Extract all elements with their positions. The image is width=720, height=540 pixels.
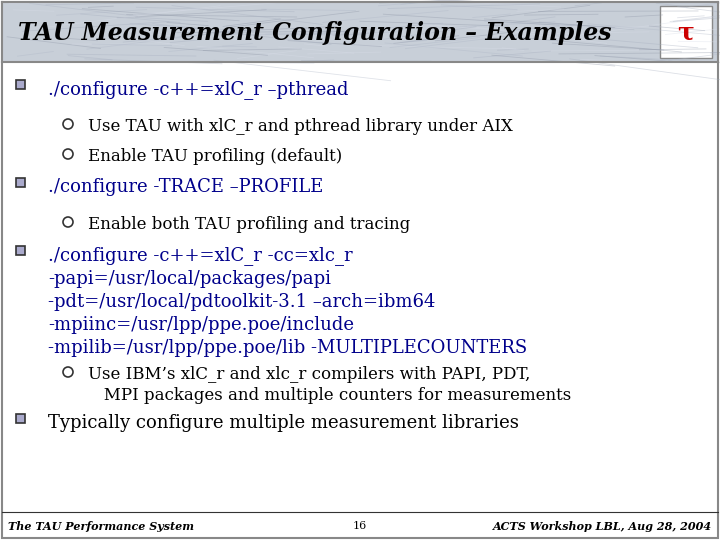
Text: ./configure -TRACE –PROFILE: ./configure -TRACE –PROFILE: [48, 178, 323, 196]
Text: ./configure -c++=xlC_r -cc=xlc_r
-papi=/usr/local/packages/papi
-pdt=/usr/local/: ./configure -c++=xlC_r -cc=xlc_r -papi=/…: [48, 246, 527, 356]
Text: τ: τ: [678, 20, 694, 44]
Bar: [16, 414, 24, 422]
Bar: [660, 6, 712, 58]
Text: Typically configure multiple measurement libraries: Typically configure multiple measurement…: [48, 414, 519, 432]
Text: Enable both TAU profiling and tracing: Enable both TAU profiling and tracing: [88, 216, 410, 233]
Text: Enable TAU profiling (default): Enable TAU profiling (default): [88, 148, 342, 165]
Bar: [16, 79, 24, 89]
Text: Use IBM’s xlC_r and xlc_r compilers with PAPI, PDT,
   MPI packages and multiple: Use IBM’s xlC_r and xlc_r compilers with…: [88, 366, 571, 404]
Bar: [16, 246, 24, 254]
Text: 16: 16: [353, 521, 367, 531]
Text: ./configure -c++=xlC_r –pthread: ./configure -c++=xlC_r –pthread: [48, 80, 348, 99]
Text: TAU Measurement Configuration – Examples: TAU Measurement Configuration – Examples: [18, 21, 611, 45]
Text: The TAU Performance System: The TAU Performance System: [8, 521, 194, 531]
Bar: [16, 178, 24, 186]
Text: Use TAU with xlC_r and pthread library under AIX: Use TAU with xlC_r and pthread library u…: [88, 118, 513, 135]
Text: ACTS Workshop LBL, Aug 28, 2004: ACTS Workshop LBL, Aug 28, 2004: [493, 521, 712, 531]
Bar: [2, 2, 718, 62]
